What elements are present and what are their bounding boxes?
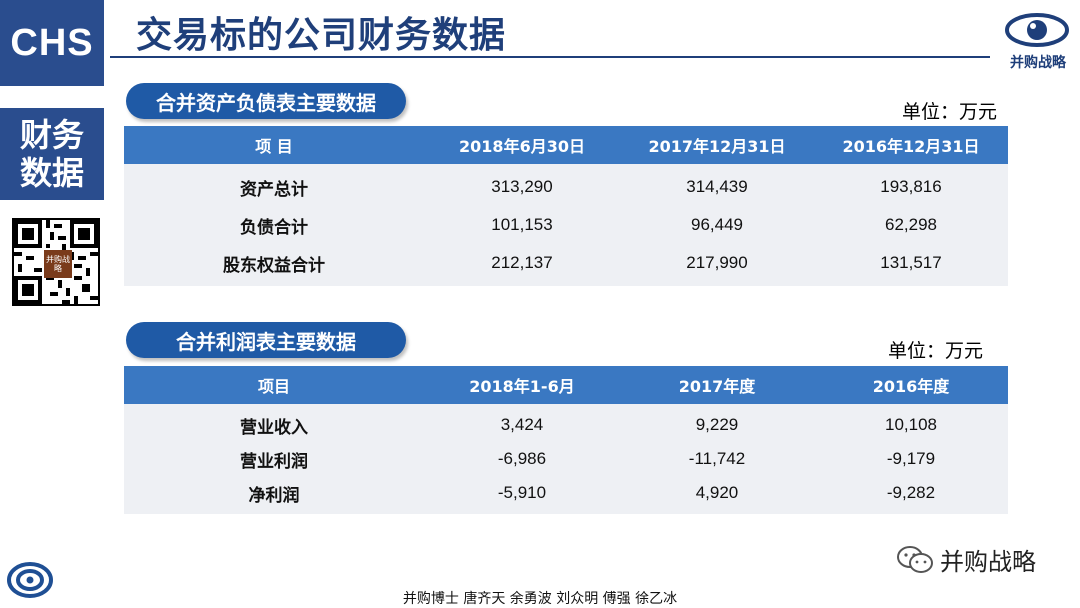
cell-value: 101,153 (491, 215, 553, 234)
section-badge-line1: 财务 (19, 116, 84, 154)
footer-authors: 并购博士 唐齐天 余勇波 刘众明 傅强 徐乙冰 (402, 591, 678, 607)
header-cell: 2016年12月31日 (842, 137, 980, 156)
qr-code-icon: 并购战略 (12, 218, 100, 306)
wechat-account-name: 并购战略 (940, 548, 1036, 576)
table-row: 营业利润 -6,986 -11,742 -9,179 (124, 442, 1008, 476)
chs-label: CHS (10, 21, 94, 64)
cell-value: 313,290 (491, 177, 553, 196)
table-row: 负债合计 101,153 96,449 62,298 (124, 206, 1008, 244)
cell-value: 217,990 (686, 253, 748, 272)
header-cell: 2018年6月30日 (459, 137, 585, 156)
cell-value: 193,816 (880, 177, 942, 196)
header-cell: 2017年度 (678, 377, 756, 396)
header-cell: 2016年度 (872, 377, 950, 396)
header-cell: 2017年12月31日 (648, 137, 786, 156)
cell-value: 4,920 (695, 483, 739, 502)
brand-swirl-icon (7, 562, 53, 598)
table-row: 净利润 -5,910 4,920 -9,282 (124, 476, 1008, 510)
row-label: 营业收入 (240, 417, 308, 438)
row-label: 资产总计 (240, 179, 308, 200)
table-row: 资产总计 313,290 314,439 193,816 (124, 168, 1008, 206)
row-label: 负债合计 (240, 217, 308, 238)
cell-value: 9,229 (695, 415, 739, 434)
cell-value: 10,108 (885, 415, 937, 434)
cell-value: -9,179 (886, 449, 936, 468)
page-title: 交易标的公司财务数据 (136, 15, 507, 56)
header-cell: 2018年1-6月 (469, 377, 575, 396)
income-unit: 单位：万元 (888, 340, 984, 362)
table-header: 项 目 2018年6月30日 2017年12月31日 2016年12月31日 (124, 126, 1008, 164)
cell-value: 212,137 (491, 253, 553, 272)
cell-value: -9,282 (886, 483, 936, 502)
row-label: 净利润 (248, 485, 300, 506)
cell-value: 314,439 (686, 177, 748, 196)
eye-logo-icon (1005, 13, 1069, 47)
row-label: 营业利润 (240, 451, 308, 472)
table-header: 项目 2018年1-6月 2017年度 2016年度 (124, 366, 1008, 404)
balance-table: 项 目 2018年6月30日 2017年12月31日 2016年12月31日 资… (124, 126, 1008, 286)
logo-caption: 并购战略 (1010, 55, 1066, 71)
cell-value: 96,449 (691, 215, 743, 234)
cell-value: 131,517 (880, 253, 942, 272)
qr-center-badge: 并购战略 (44, 250, 72, 278)
header-cell: 项目 (257, 377, 290, 396)
wechat-icon (897, 545, 933, 573)
cell-value: 62,298 (885, 215, 937, 234)
section-badge-line2: 数据 (19, 154, 84, 192)
income-table: 项目 2018年1-6月 2017年度 2016年度 营业收入 3,424 9,… (124, 366, 1008, 514)
row-label: 股东权益合计 (223, 255, 325, 276)
table-row: 营业收入 3,424 9,229 10,108 (124, 408, 1008, 442)
income-section-label: 合并利润表主要数据 (126, 322, 406, 358)
wechat-account: 并购战略 (896, 542, 1036, 577)
cell-value: -11,742 (688, 449, 746, 468)
section-badge: 财务 数据 (0, 108, 104, 200)
chs-badge: CHS (0, 0, 104, 86)
cell-value: 3,424 (500, 415, 544, 434)
cell-value: -5,910 (497, 483, 547, 502)
header-cell: 项 目 (255, 137, 293, 156)
balance-section-label: 合并资产负债表主要数据 (126, 83, 406, 119)
title-divider (110, 56, 990, 58)
cell-value: -6,986 (497, 449, 547, 468)
balance-unit: 单位：万元 (902, 101, 998, 123)
table-row: 股东权益合计 212,137 217,990 131,517 (124, 244, 1008, 282)
